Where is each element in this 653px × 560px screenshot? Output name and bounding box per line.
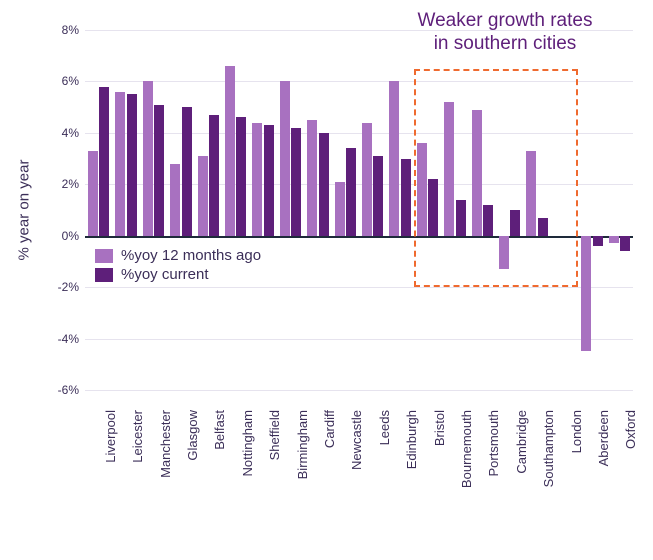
y-tick-label: 0% (62, 229, 85, 243)
x-tick-label: Birmingham (295, 410, 310, 479)
bar (99, 87, 109, 236)
bar (209, 115, 219, 236)
bar (609, 236, 619, 244)
bar (291, 128, 301, 236)
y-tick-label: 2% (62, 177, 85, 191)
bar (252, 123, 262, 236)
legend-item: %yoy 12 months ago (95, 247, 261, 264)
bar (225, 66, 235, 236)
highlight-box (414, 69, 578, 288)
y-tick-label: 8% (62, 23, 85, 37)
bar (620, 236, 630, 251)
y-tick-label: 6% (62, 74, 85, 88)
x-tick-label: Liverpool (103, 410, 118, 463)
bar (88, 151, 98, 236)
legend: %yoy 12 months ago %yoy current (95, 245, 261, 285)
x-tick-label: Southampton (541, 410, 556, 487)
gridline (85, 287, 633, 288)
x-tick-label: Bournemouth (459, 410, 474, 488)
x-tick-label: Manchester (158, 410, 173, 478)
bar (264, 125, 274, 236)
bar (346, 148, 356, 235)
gridline (85, 339, 633, 340)
legend-label: %yoy current (121, 266, 209, 283)
x-tick-label: Glasgow (185, 410, 200, 461)
gridline (85, 390, 633, 391)
x-tick-label: Bristol (432, 410, 447, 446)
x-tick-label: Edinburgh (404, 410, 419, 469)
legend-item: %yoy current (95, 266, 261, 283)
x-tick-label: Portsmouth (486, 410, 501, 476)
x-tick-label: Cardiff (322, 410, 337, 448)
bar (401, 159, 411, 236)
x-tick-label: Leeds (377, 410, 392, 445)
y-tick-label: -2% (58, 280, 85, 294)
plot-area: -6%-4%-2%0%2%4%6%8% (85, 30, 633, 390)
x-tick-label: Newcastle (349, 410, 364, 470)
bar (319, 133, 329, 236)
bar (198, 156, 208, 236)
y-tick-label: 4% (62, 126, 85, 140)
legend-swatch (95, 249, 113, 263)
bar (389, 81, 399, 235)
x-tick-label: Nottingham (240, 410, 255, 476)
legend-swatch (95, 268, 113, 282)
y-tick-label: -6% (58, 383, 85, 397)
bar (373, 156, 383, 236)
bar (236, 117, 246, 235)
x-tick-label: Sheffield (267, 410, 282, 460)
bar (170, 164, 180, 236)
x-tick-label: Belfast (212, 410, 227, 450)
bar (307, 120, 317, 236)
bar (182, 107, 192, 236)
annotation-text: Weaker growth ratesin southern cities (380, 10, 630, 56)
bar (581, 236, 591, 352)
x-tick-label: London (569, 410, 584, 453)
bar (593, 236, 603, 246)
x-tick-label: Leicester (130, 410, 145, 463)
bar (362, 123, 372, 236)
bar (154, 105, 164, 236)
bar (280, 81, 290, 235)
chart-container: -6%-4%-2%0%2%4%6%8% % year on year Weake… (0, 0, 653, 560)
x-tick-label: Aberdeen (596, 410, 611, 466)
bar (115, 92, 125, 236)
y-axis-label: % year on year (16, 160, 33, 261)
bar (335, 182, 345, 236)
bar (143, 81, 153, 235)
y-tick-label: -4% (58, 332, 85, 346)
legend-label: %yoy 12 months ago (121, 247, 261, 264)
x-tick-label: Oxford (623, 410, 638, 449)
x-tick-label: Cambridge (514, 410, 529, 474)
bar (127, 94, 137, 235)
